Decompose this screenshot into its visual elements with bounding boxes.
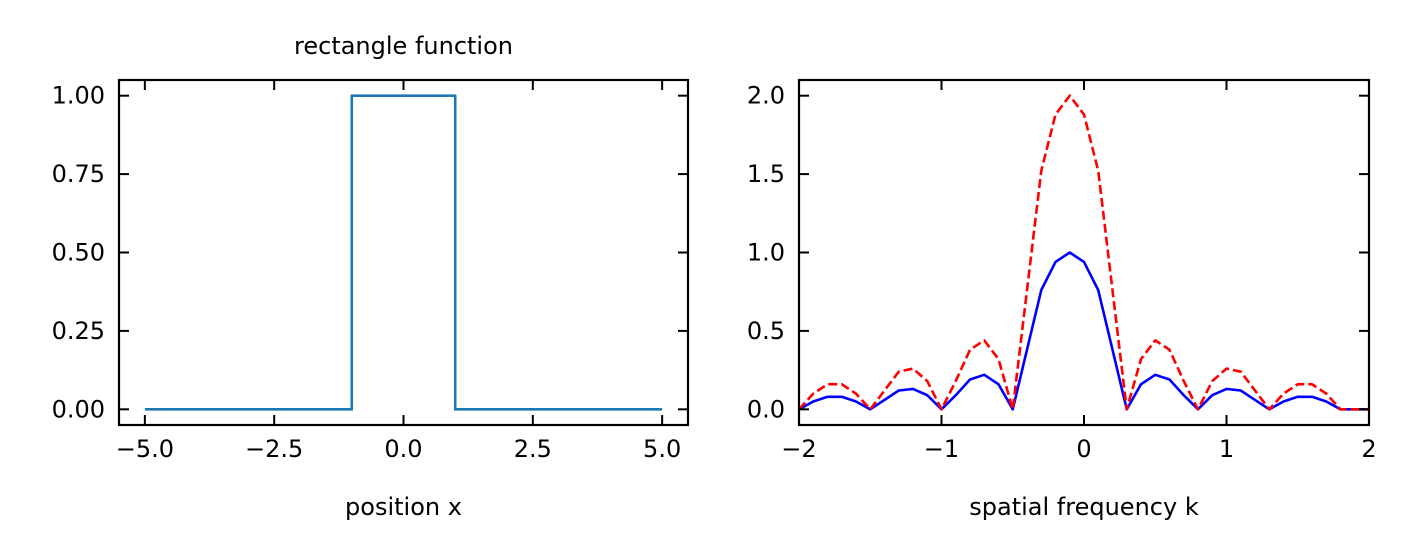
y-tick-label: 1.5 — [747, 160, 785, 188]
y-tick-label: 1.00 — [52, 82, 105, 110]
x-axis-label: position x — [345, 493, 462, 521]
y-tick-label: 0.25 — [52, 317, 105, 345]
x-tick-label: 2 — [1361, 435, 1376, 463]
y-tick-label: 0.50 — [52, 239, 105, 267]
y-tick-label: 0.0 — [747, 395, 785, 423]
y-tick-label: 2.0 — [747, 82, 785, 110]
y-tick-label: 1.0 — [747, 239, 785, 267]
x-tick-label: 0.0 — [384, 435, 422, 463]
y-tick-label: 0.75 — [52, 160, 105, 188]
chart-title: rectangle function — [294, 32, 513, 60]
axes-frame — [117, 78, 690, 427]
series-line-1 — [798, 94, 1369, 411]
spatial-frequency-panel: −2 −1 0 1 2 0.0 0.5 1.0 1.5 2.0 spatial frequency … — [747, 78, 1377, 521]
x-tick-label: −1 — [924, 435, 959, 463]
x-tick-label: 5.0 — [643, 435, 681, 463]
x-tick-label: 2.5 — [514, 435, 552, 463]
x-tick-label: −2.5 — [245, 435, 303, 463]
x-tick-label: 1 — [1219, 435, 1234, 463]
y-tick-label: 0.00 — [52, 395, 105, 423]
x-tick-label: 0 — [1076, 435, 1091, 463]
y-tick-label: 0.5 — [747, 317, 785, 345]
x-axis-label: spatial frequency k — [969, 493, 1199, 521]
series-line-0 — [798, 251, 1369, 411]
x-tick-label: −2 — [781, 435, 816, 463]
series-line-0 — [144, 94, 663, 411]
rectangle-function-panel: −5.0 −2.5 0.0 2.5 5.0 0.00 0.25 0.50 0.75 1.00 pos… — [52, 32, 690, 521]
axes-frame — [797, 78, 1371, 427]
x-tick-label: −5.0 — [116, 435, 174, 463]
